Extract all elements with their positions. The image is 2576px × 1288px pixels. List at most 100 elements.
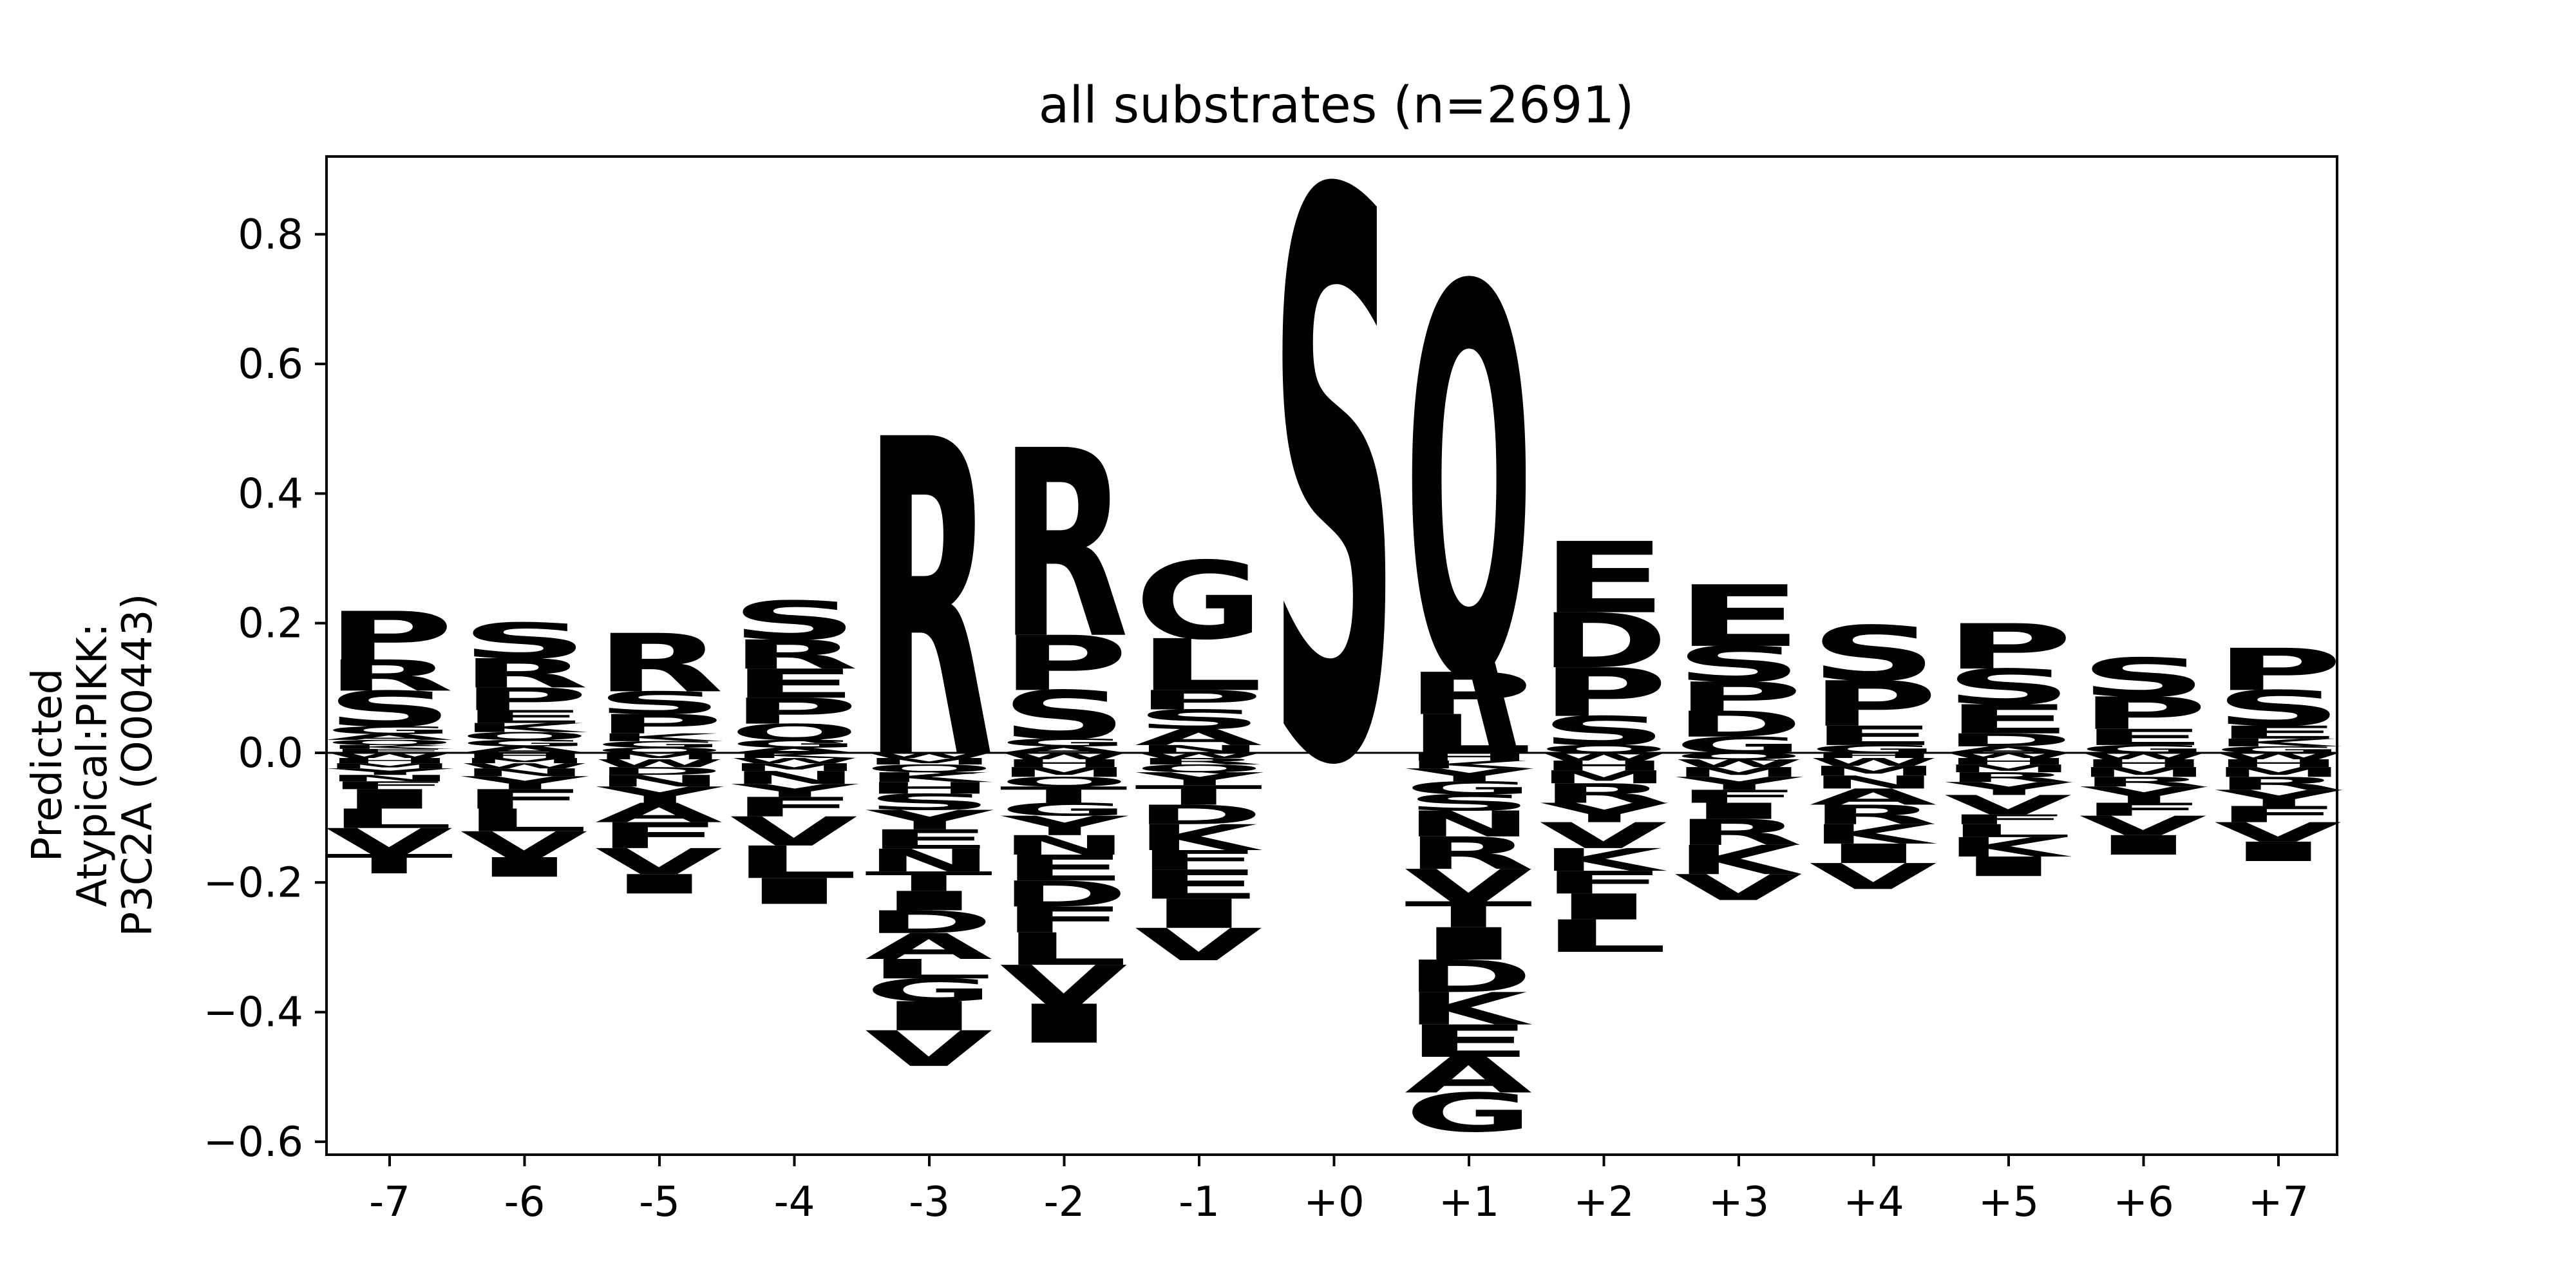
- logo-letter-K-pos+2-n6: K: [1540, 842, 1667, 878]
- logo-letter-I-pos-1-n9: I: [1135, 891, 1264, 937]
- logo-letter-I-pos-4-n8: I: [730, 871, 859, 912]
- x-tick-label: -2: [1044, 1179, 1085, 1226]
- logo-letter-V-pos-3-n16: V: [865, 1021, 992, 1077]
- logo-letter-G-pos+3-p0: G: [1674, 732, 1803, 758]
- logo-letter-S-pos-6-p7: S: [460, 613, 589, 670]
- logo-letter-M-pos+5-n2: M: [1944, 762, 2073, 775]
- logo-letter-H-pos+2-n1: H: [1540, 758, 1669, 773]
- logo-letter-E-pos-4-p4: E: [730, 661, 859, 707]
- logo-letter-G-pos-2-p1: G: [1000, 737, 1129, 749]
- logo-letter-M-pos-6-n1: M: [460, 757, 589, 765]
- logo-letter-L-pos-1-p4: L: [1135, 624, 1264, 706]
- logo-letter-S-pos-2-p2: S: [1000, 677, 1129, 755]
- logo-letter-N-pos+1-n5: N: [1405, 804, 1533, 845]
- y-tick-label: −0.6: [204, 1119, 303, 1166]
- logo-letter-K-pos-6-p3: K: [460, 721, 589, 735]
- logo-letter-F-pos-7-n5: F: [325, 779, 454, 791]
- logo-letter-T-pos+1-n8: T: [1405, 895, 1532, 936]
- x-tick-label: +7: [2248, 1179, 2309, 1226]
- logo-letter-A-pos-3-n12: A: [865, 926, 992, 967]
- logo-letter-K-pos-3-n3: K: [865, 770, 993, 785]
- x-tick-label: +4: [1843, 1179, 1904, 1226]
- logo-letter-Q-pos-4-p2: Q: [730, 719, 859, 745]
- logo-letter-Q-pos-3-n2: Q: [865, 762, 994, 775]
- logo-letter-R-pos-1-n1: R: [1135, 756, 1264, 766]
- logo-letter-V-pos+5-n5: V: [1944, 790, 2072, 820]
- logo-letter-H-pos+6-n1: H: [2079, 757, 2208, 770]
- logo-letter-V-pos+6-n6: V: [2079, 811, 2207, 842]
- logo-letter-F-pos+3-n4: F: [1674, 786, 1803, 807]
- logo-letter-Q-pos-2-n3: Q: [1000, 774, 1129, 790]
- logo-letter-A-pos+4-n4: A: [1810, 784, 1937, 810]
- logo-letter-E-pos-1-n8: E: [1135, 862, 1264, 908]
- logo-letter-S-pos+7-p3: S: [2214, 681, 2343, 737]
- logo-letter-N-pos-6-n3: N: [460, 766, 589, 779]
- logo-letter-R-pos-2-p4: R: [1000, 395, 1129, 696]
- logo-letter-W-pos-5-n1: W: [595, 757, 724, 770]
- logo-letter-Y-pos-5-n4: Y: [596, 782, 724, 808]
- logo-letter-D-pos+3-p1: D: [1674, 704, 1803, 745]
- logo-letter-K-pos+1-n11: K: [1405, 983, 1533, 1036]
- logo-letter-Y-pos+6-n4: Y: [2080, 782, 2208, 808]
- logo-letter-V-pos+1-n7: V: [1405, 860, 1532, 912]
- logo-letter-T-pos-7-n9: T: [325, 849, 453, 880]
- logo-letter-S-pos+3-p3: S: [1674, 636, 1803, 693]
- y-tick-label: 0.6: [238, 341, 303, 388]
- logo-letter-K-pos-5-p2: K: [595, 732, 723, 744]
- logo-letter-W-pos-6-n2: W: [460, 762, 589, 770]
- logo-letter-E-pos+4-p1: E: [1810, 721, 1938, 752]
- logo-letter-I-pos+2-n8: I: [1540, 886, 1669, 927]
- logo-letter-V-pos-2-n12: V: [1000, 954, 1128, 1016]
- logo-letter-W-pos+2-n0: W: [1540, 751, 1669, 763]
- plot-frame: [325, 155, 2338, 1156]
- logo-letter-I-pos+1-n9: I: [1405, 918, 1533, 970]
- logo-letter-S-pos+2-p1: S: [1540, 708, 1669, 754]
- logo-letter-Y-pos-3-n6: Y: [866, 805, 994, 836]
- logo-letter-N-pos-4-n3: N: [730, 768, 859, 788]
- logo-letter-T-pos-2-n4: T: [1000, 782, 1128, 808]
- logo-letter-L-pos-4-n7: L: [730, 837, 859, 889]
- logo-letter-H-pos-3-n4: H: [865, 779, 994, 797]
- logo-letter-F-pos-4-n5: F: [730, 791, 859, 822]
- chart-title: all substrates (n=2691): [1039, 77, 1634, 135]
- logo-letter-D-pos+5-p1: D: [1944, 730, 2073, 750]
- logo-letter-K-pos-1-n6: K: [1135, 817, 1263, 858]
- logo-letter-R-pos+6-n3: R: [2079, 774, 2208, 790]
- logo-letter-F-pos+2-n7: F: [1540, 865, 1669, 901]
- logo-letter-I-pos+4-n7: I: [1810, 838, 1938, 869]
- logo-letter-P-pos+5-p4: P: [1944, 611, 2073, 683]
- logo-letter-L-pos+5-n7: L: [1944, 820, 2073, 841]
- y-axis-label-line-1: Predicted: [24, 668, 71, 862]
- logo-letter-Y-pos+3-n3: Y: [1675, 773, 1804, 794]
- logo-letter-R-pos-3-p0: R: [865, 348, 994, 856]
- logo-letter-R-pos-5-p5: R: [595, 618, 724, 711]
- logo-letter-Y-pos-1-n3: Y: [1135, 769, 1264, 790]
- logo-letter-S-pos+1-n4: S: [1405, 790, 1533, 815]
- logo-letter-P-pos-4-p3: P: [730, 691, 859, 732]
- logo-letter-K-pos-7-p1: K: [325, 744, 453, 750]
- logo-letter-N-pos-7-n4: N: [325, 773, 454, 783]
- y-tick-label: 0.0: [238, 730, 303, 777]
- logo-letter-R-pos+1-n6: R: [1405, 828, 1533, 879]
- logo-letter-M-pos+6-n2: M: [2079, 764, 2208, 780]
- logo-letter-H-pos+7-n1: H: [2214, 757, 2343, 770]
- logo-letter-I-pos-2-n13: I: [1000, 993, 1129, 1056]
- logo-letter-G-pos+1-n14: G: [1405, 1082, 1533, 1144]
- logo-letter-D-pos-1-n5: D: [1135, 799, 1264, 830]
- logo-letter-A-pos-7-p3: A: [325, 732, 453, 741]
- logo-letter-S-pos+0-p0: S: [1270, 35, 1399, 936]
- logo-letter-P-pos+1-p1: P: [1405, 660, 1533, 728]
- logo-letter-L-pos-3-n13: L: [865, 954, 994, 985]
- logo-letter-Q-pos-7-p2: Q: [325, 739, 454, 747]
- logo-letter-R-pos-6-p6: R: [460, 650, 589, 697]
- x-tick-label: +1: [1439, 1179, 1499, 1226]
- logo-letter-F-pos+7-n5: F: [2214, 802, 2343, 828]
- logo-letter-Y-pos+2-n4: Y: [1540, 797, 1669, 828]
- logo-letter-S-pos-3-n5: S: [865, 789, 994, 815]
- logo-letter-N-pos-3-n8: N: [865, 842, 994, 878]
- y-tick-label: −0.4: [204, 989, 303, 1037]
- logo-letter-E-pos+1-n12: E: [1405, 1016, 1533, 1067]
- logo-letter-I-pos+7-n7: I: [2214, 837, 2343, 867]
- x-tick-label: +3: [1709, 1179, 1769, 1226]
- y-tick-label: −0.2: [204, 859, 303, 907]
